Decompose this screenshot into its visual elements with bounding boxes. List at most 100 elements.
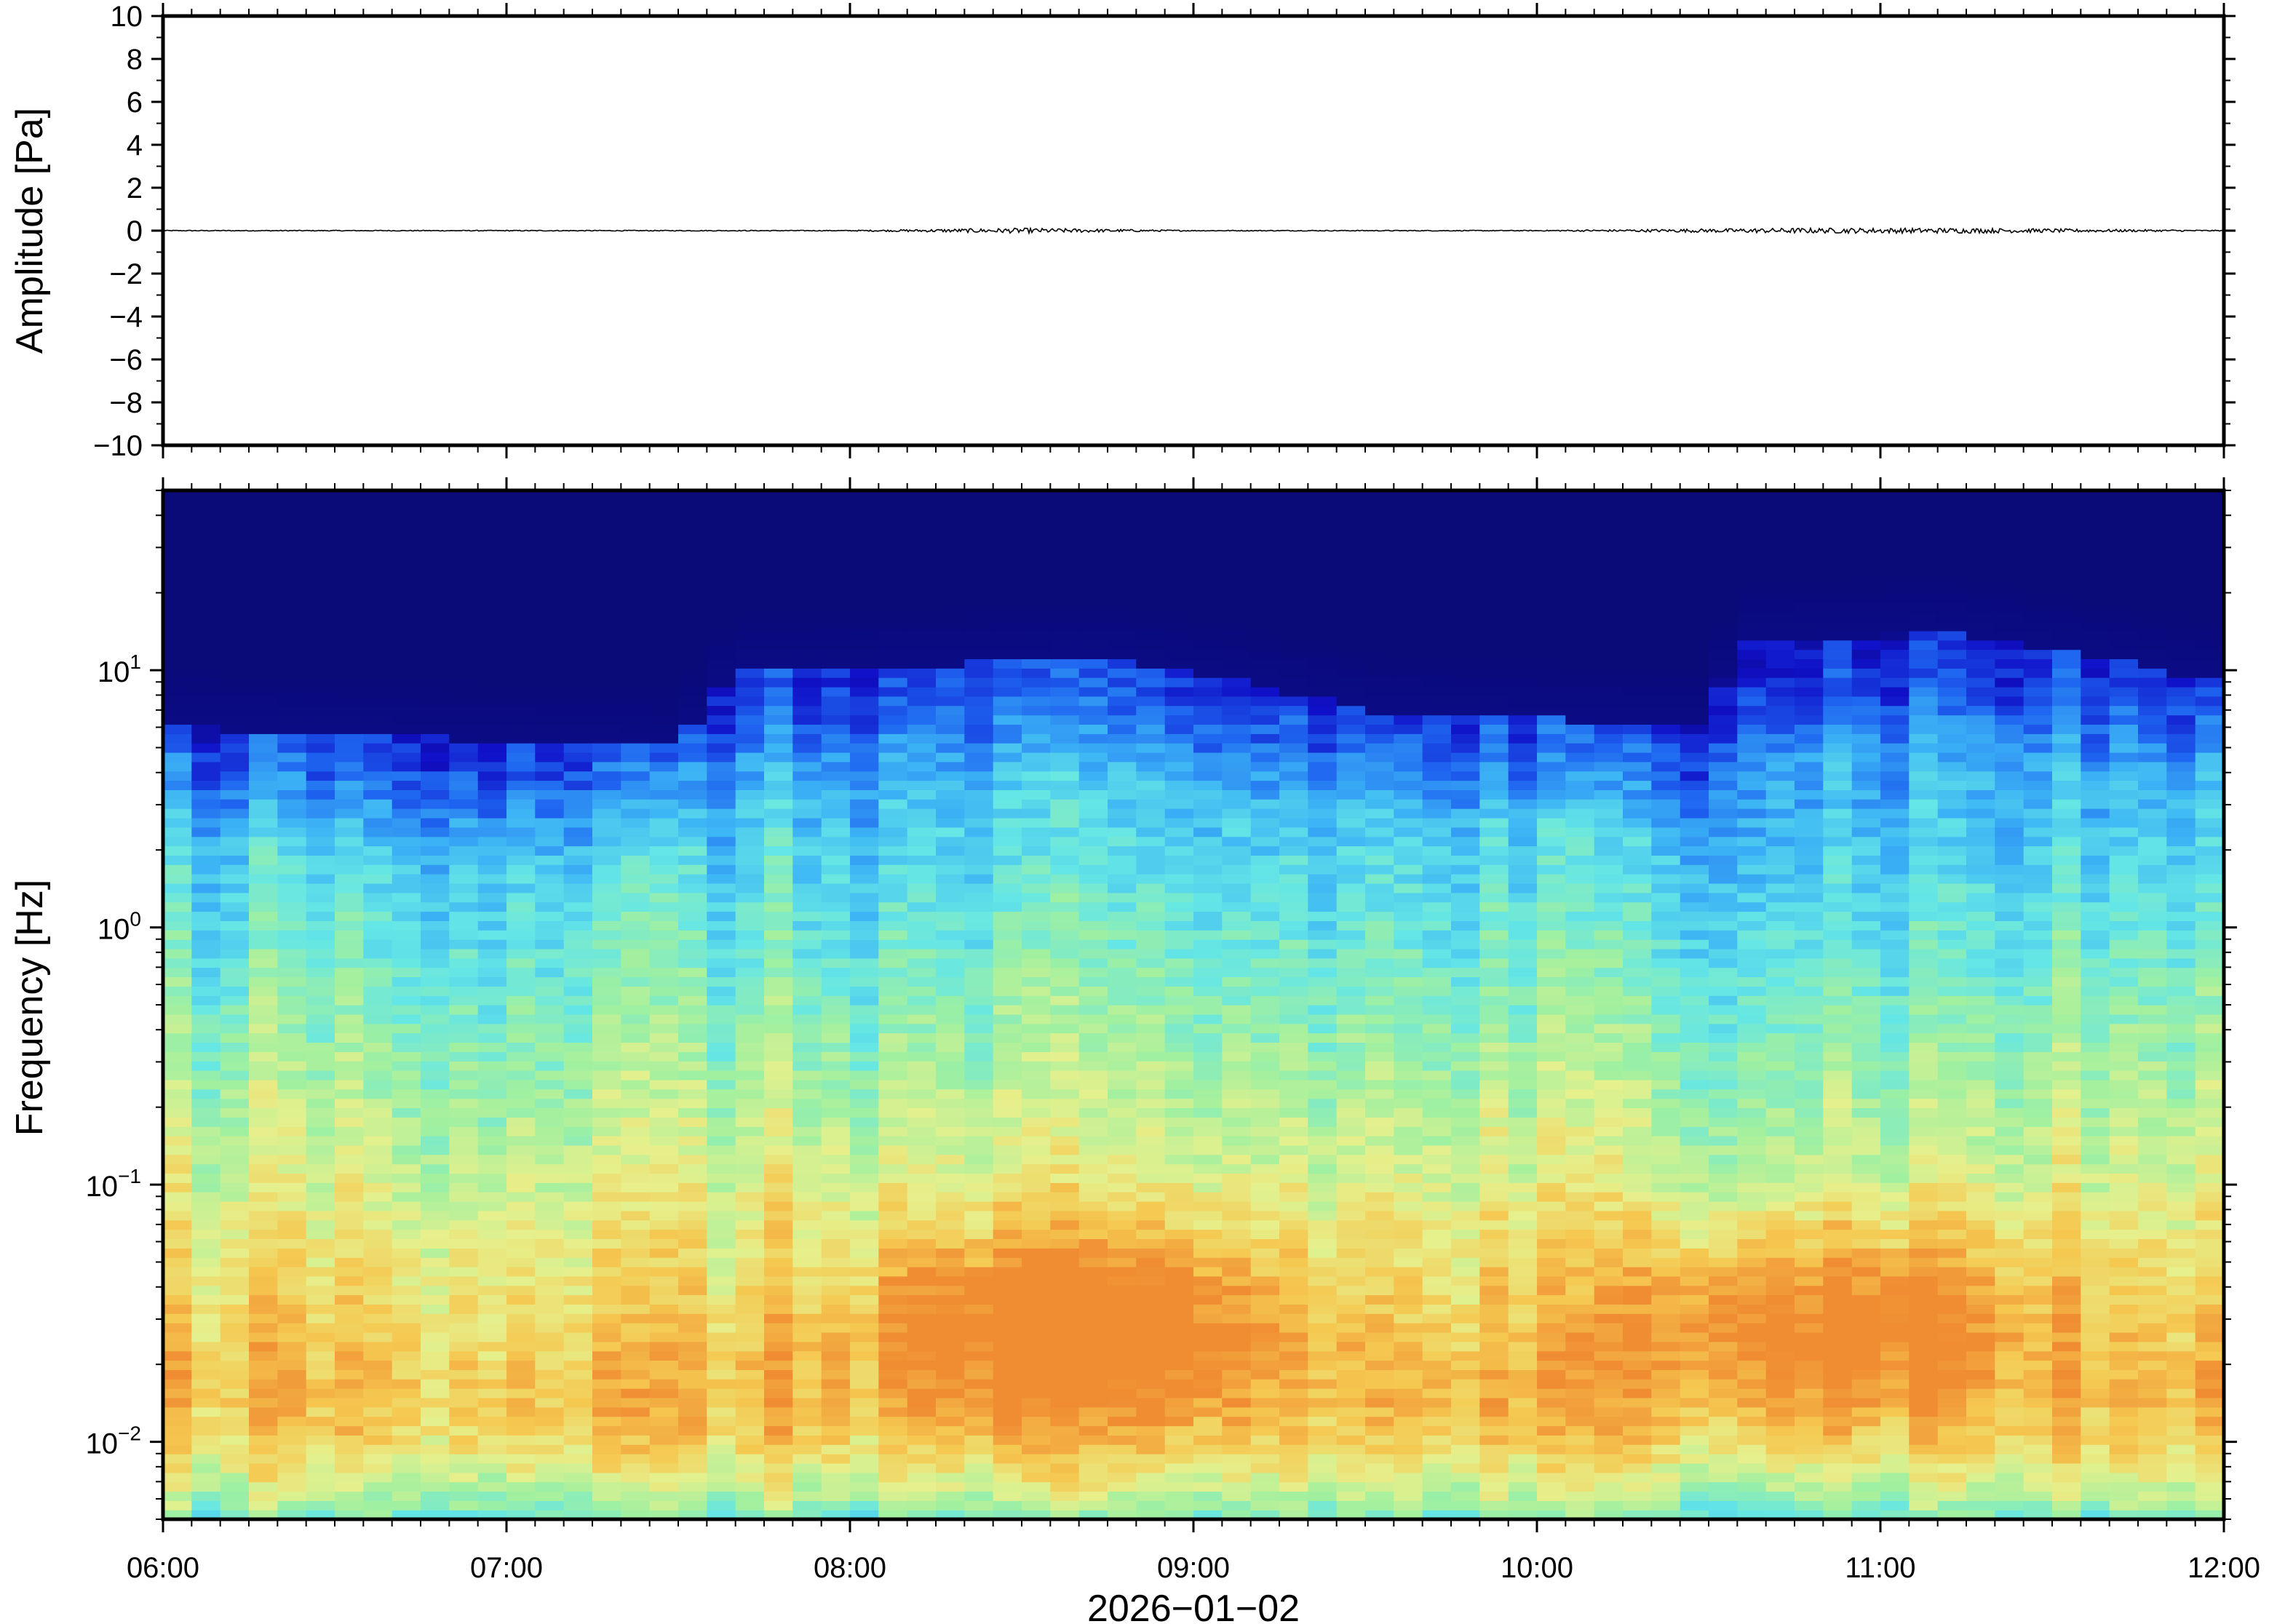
- spectrogram-cell: [1222, 1154, 1252, 1165]
- spectrogram-cell: [506, 649, 536, 659]
- spectrogram-cell: [850, 1397, 879, 1408]
- spectrogram-cell: [306, 1201, 335, 1211]
- spectrogram-cell: [163, 1201, 192, 1211]
- spectrogram-cell: [649, 1107, 679, 1118]
- spectrogram-cell: [163, 509, 192, 520]
- spectrogram-cell: [764, 537, 793, 547]
- spectrogram-cell: [306, 1192, 335, 1202]
- spectrogram-cell: [1279, 771, 1308, 781]
- spectrogram-cell: [878, 789, 908, 800]
- spectrogram-cell: [477, 808, 507, 819]
- spectrogram-cell: [306, 499, 335, 510]
- spectrogram-cell: [821, 1313, 851, 1324]
- spectrogram-cell: [1279, 630, 1308, 641]
- spectrogram-cell: [421, 1088, 450, 1099]
- spectrogram-cell: [392, 1481, 421, 1492]
- spectrogram-cell: [477, 1136, 507, 1146]
- spectrogram-cell: [1164, 686, 1194, 697]
- spectrogram-cell: [191, 855, 221, 865]
- spectrogram-cell: [421, 658, 450, 669]
- spectrogram-cell: [1222, 621, 1252, 632]
- spectrogram-cell: [621, 911, 651, 921]
- spectrogram-cell: [1394, 1014, 1423, 1024]
- spectrogram-cell: [1250, 1126, 1280, 1137]
- spectrogram-cell: [220, 1369, 250, 1380]
- spectrogram-cell: [1222, 1079, 1252, 1090]
- spectrogram-cell: [1164, 1313, 1194, 1324]
- spectrogram-cell: [220, 799, 250, 809]
- spectrogram-cell: [735, 1126, 765, 1137]
- spectrogram-cell: [1050, 1229, 1080, 1239]
- spectrogram-cell: [1193, 1070, 1223, 1080]
- spectrogram-cell: [735, 1472, 765, 1483]
- spectrogram-cell: [1222, 1238, 1252, 1249]
- spectrogram-cell: [449, 1416, 479, 1427]
- spectrogram-cell: [993, 1219, 1022, 1230]
- spectrogram-cell: [621, 958, 651, 968]
- spectrogram-cell: [1308, 817, 1338, 828]
- spectrogram-cell: [993, 1304, 1022, 1314]
- spectrogram-cell: [535, 1472, 565, 1483]
- spectrogram-cell: [964, 1070, 994, 1080]
- spectrogram-cell: [363, 696, 393, 706]
- spectrogram-cell: [363, 1079, 393, 1090]
- spectrogram-cell: [1108, 1238, 1137, 1249]
- spectrogram-cell: [964, 855, 994, 865]
- spectrogram-cell: [335, 490, 364, 501]
- spectrogram-cell: [1022, 733, 1051, 744]
- spectrogram-cell: [1022, 1126, 1051, 1137]
- spectrogram-cell: [878, 1192, 908, 1202]
- spectrogram-cell: [1250, 1042, 1280, 1052]
- spectrogram-cell: [850, 696, 879, 706]
- spectrogram-cell: [1193, 1313, 1223, 1324]
- spectrogram-cell: [592, 1173, 621, 1183]
- spectrogram-cell: [163, 705, 192, 716]
- spectrogram-cell: [449, 789, 479, 800]
- spectrogram-cell: [421, 1192, 450, 1202]
- spectrogram-cell: [1193, 1051, 1223, 1062]
- spectrogram-cell: [477, 799, 507, 809]
- spectrogram-cell: [1136, 930, 1166, 940]
- spectrogram-cell: [1222, 1257, 1252, 1267]
- spectrogram-cell: [649, 845, 679, 856]
- spectrogram-cell: [1308, 1332, 1338, 1342]
- spectrogram-cell: [1193, 1257, 1223, 1267]
- spectrogram-cell: [220, 686, 250, 697]
- spectrogram-cell: [707, 1154, 736, 1165]
- spectrogram-cell: [792, 528, 822, 538]
- spectrogram-cell: [563, 939, 593, 950]
- spectrogram-cell: [449, 752, 479, 763]
- spectrogram-cell: [1193, 1416, 1223, 1427]
- spectrogram-cell: [1078, 1145, 1108, 1155]
- spectrogram-cell: [191, 537, 221, 547]
- spectrogram-cell: [792, 799, 822, 809]
- spectrogram-cell: [1222, 724, 1252, 734]
- spectrogram-cell: [649, 1173, 679, 1183]
- spectrogram-cell: [477, 1425, 507, 1436]
- spectrogram-cell: [335, 958, 364, 968]
- spectrogram-cell: [277, 733, 307, 744]
- spectrogram-cell: [878, 799, 908, 809]
- spectrogram-cell: [936, 1332, 965, 1342]
- spectrogram-cell: [306, 1088, 335, 1099]
- spectrogram-cell: [1078, 874, 1108, 884]
- spectrogram-cell: [449, 845, 479, 856]
- spectrogram-cell: [821, 1023, 851, 1034]
- spectrogram-cell: [850, 1510, 879, 1520]
- spectrogram-cell: [1308, 1032, 1338, 1043]
- spectrogram-cell: [1108, 1163, 1137, 1174]
- spectrogram-cell: [163, 640, 192, 650]
- spectrogram-cell: [850, 1435, 879, 1445]
- spectrogram-cell: [1050, 1369, 1080, 1380]
- spectrogram-cell: [764, 1005, 793, 1015]
- spectrogram-cell: [993, 1369, 1022, 1380]
- spectrogram-cell: [506, 1229, 536, 1239]
- spectrogram-cell: [821, 1182, 851, 1193]
- spectrogram-cell: [964, 602, 994, 613]
- spectrogram-cell: [477, 1500, 507, 1510]
- spectrogram-cell: [277, 556, 307, 566]
- spectrogram-cell: [1250, 845, 1280, 856]
- spectrogram-cell: [1394, 1182, 1423, 1193]
- spectrogram-cell: [936, 789, 965, 800]
- spectrogram-cell: [1022, 1117, 1051, 1127]
